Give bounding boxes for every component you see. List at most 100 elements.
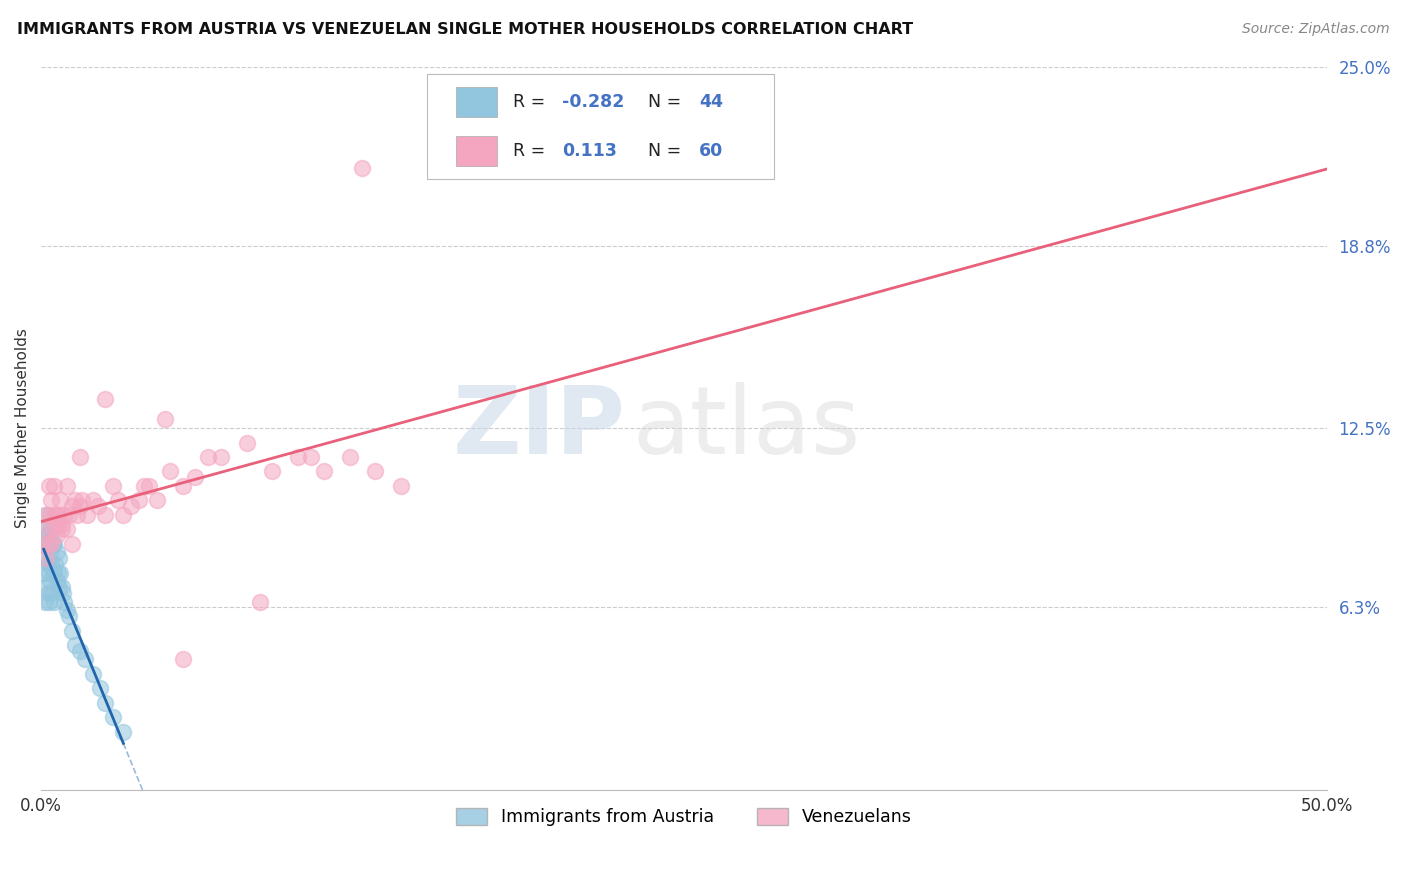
Point <box>209 450 232 464</box>
Point <box>60 537 83 551</box>
Point <box>35 508 58 522</box>
Point <box>172 652 194 666</box>
Point <box>34 508 56 522</box>
Point <box>34 522 56 536</box>
Point <box>159 465 181 479</box>
Point <box>39 574 62 589</box>
Legend: Immigrants from Austria, Venezuelans: Immigrants from Austria, Venezuelans <box>447 799 921 835</box>
Point <box>41 537 63 551</box>
Text: atlas: atlas <box>633 382 860 474</box>
FancyBboxPatch shape <box>457 136 498 166</box>
Point <box>41 586 63 600</box>
Point <box>73 652 96 666</box>
Point <box>51 580 73 594</box>
Point <box>38 594 60 608</box>
Point <box>69 499 91 513</box>
Point <box>339 450 361 464</box>
Text: ZIP: ZIP <box>453 382 626 474</box>
Point <box>60 499 83 513</box>
Point <box>107 493 129 508</box>
Point <box>153 412 176 426</box>
Point <box>364 465 387 479</box>
Point <box>35 580 58 594</box>
Point <box>39 508 62 522</box>
Point <box>299 450 322 464</box>
Point <box>69 450 91 464</box>
Point <box>41 493 63 508</box>
Point <box>46 516 69 531</box>
Point <box>63 638 86 652</box>
Point <box>63 493 86 508</box>
Point <box>51 522 73 536</box>
Point <box>32 566 55 580</box>
Point <box>38 537 60 551</box>
Point <box>38 537 60 551</box>
Text: N =: N = <box>648 93 686 111</box>
Point <box>35 551 58 566</box>
Point <box>39 545 62 559</box>
Point <box>389 479 412 493</box>
Point <box>48 580 70 594</box>
FancyBboxPatch shape <box>457 87 498 117</box>
Point <box>172 479 194 493</box>
Point <box>41 522 63 536</box>
Point <box>45 528 67 542</box>
Point <box>38 479 60 493</box>
Point <box>82 666 104 681</box>
Point <box>34 594 56 608</box>
Point <box>41 537 63 551</box>
Point <box>52 586 75 600</box>
FancyBboxPatch shape <box>427 74 773 178</box>
Point <box>56 479 79 493</box>
Point <box>101 710 124 724</box>
Point <box>42 522 65 536</box>
Point <box>60 624 83 638</box>
Point <box>94 508 117 522</box>
Point <box>236 435 259 450</box>
Point <box>37 522 59 536</box>
Point <box>37 586 59 600</box>
Point <box>53 508 76 522</box>
Point <box>53 594 76 608</box>
Point <box>69 644 91 658</box>
Text: 0.113: 0.113 <box>562 142 617 160</box>
Point <box>58 609 80 624</box>
Point <box>101 479 124 493</box>
Point <box>262 465 284 479</box>
Point <box>132 479 155 493</box>
Text: 60: 60 <box>699 142 724 160</box>
Point <box>66 508 89 522</box>
Point <box>56 603 79 617</box>
Text: R =: R = <box>513 142 551 160</box>
Point <box>38 566 60 580</box>
Text: 44: 44 <box>699 93 723 111</box>
Point <box>45 574 67 589</box>
Text: R =: R = <box>513 93 551 111</box>
Point <box>37 557 59 571</box>
Point <box>48 508 70 522</box>
Point <box>44 557 66 571</box>
Point <box>46 566 69 580</box>
Point <box>138 479 160 493</box>
Point <box>76 508 98 522</box>
Point <box>146 493 169 508</box>
Point <box>82 493 104 508</box>
Point <box>49 566 72 580</box>
Text: IMMIGRANTS FROM AUSTRIA VS VENEZUELAN SINGLE MOTHER HOUSEHOLDS CORRELATION CHART: IMMIGRANTS FROM AUSTRIA VS VENEZUELAN SI… <box>17 22 912 37</box>
Point <box>352 161 374 175</box>
Point <box>56 522 79 536</box>
Point <box>35 551 58 566</box>
Y-axis label: Single Mother Households: Single Mother Households <box>15 328 30 528</box>
Point <box>287 450 309 464</box>
Point <box>32 537 55 551</box>
Point <box>70 493 93 508</box>
Text: N =: N = <box>648 142 686 160</box>
Point <box>51 516 73 531</box>
Point <box>32 537 55 551</box>
Text: -0.282: -0.282 <box>562 93 624 111</box>
Point <box>249 594 271 608</box>
Point <box>45 508 67 522</box>
Point <box>112 508 135 522</box>
Point <box>89 681 111 696</box>
Point <box>312 465 335 479</box>
